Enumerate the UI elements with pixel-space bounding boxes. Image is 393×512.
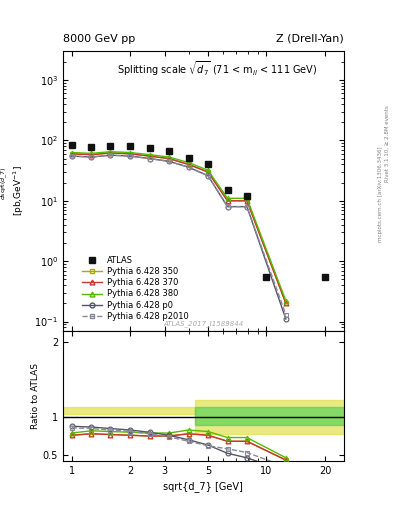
Pythia 6.428 380 bbox=[225, 195, 230, 201]
Pythia 6.428 350 bbox=[128, 151, 133, 157]
Pythia 6.428 p2010 bbox=[147, 156, 152, 162]
ATLAS bbox=[89, 144, 94, 150]
ATLAS bbox=[147, 145, 152, 151]
ATLAS bbox=[322, 274, 327, 280]
Pythia 6.428 p2010 bbox=[128, 153, 133, 159]
Pythia 6.428 380 bbox=[186, 159, 191, 165]
Pythia 6.428 370 bbox=[206, 169, 210, 175]
Y-axis label: Ratio to ATLAS: Ratio to ATLAS bbox=[31, 363, 40, 429]
Pythia 6.428 350 bbox=[89, 152, 94, 158]
Text: ATLAS_2017_I1589844: ATLAS_2017_I1589844 bbox=[163, 320, 244, 327]
Pythia 6.428 370 bbox=[283, 301, 288, 307]
Pythia 6.428 350 bbox=[167, 156, 171, 162]
Bar bbox=[63, 408, 195, 414]
Text: Splitting scale $\sqrt{d_7}$ (71 < m$_{ll}$ < 111 GeV): Splitting scale $\sqrt{d_7}$ (71 < m$_{l… bbox=[117, 59, 318, 78]
ATLAS bbox=[108, 142, 113, 148]
Pythia 6.428 p0 bbox=[128, 153, 133, 159]
Pythia 6.428 380 bbox=[206, 167, 210, 174]
Pythia 6.428 370 bbox=[186, 161, 191, 167]
Pythia 6.428 p0 bbox=[108, 152, 113, 158]
Pythia 6.428 p2010 bbox=[206, 173, 210, 179]
Pythia 6.428 380 bbox=[128, 150, 133, 156]
ATLAS bbox=[225, 187, 230, 193]
Pythia 6.428 p0 bbox=[89, 154, 94, 160]
Pythia 6.428 p2010 bbox=[283, 312, 288, 318]
ATLAS bbox=[206, 161, 210, 167]
Pythia 6.428 380 bbox=[244, 195, 249, 201]
Pythia 6.428 p2010 bbox=[225, 204, 230, 210]
Text: $\frac{d\sigma}{d\mathrm{sqrt}(d\_7)}$
[pb,GeV$^{-1}$]: $\frac{d\sigma}{d\mathrm{sqrt}(d\_7)}$ [… bbox=[0, 166, 26, 217]
Text: Rivet 3.1.10, ≥ 2.8M events: Rivet 3.1.10, ≥ 2.8M events bbox=[385, 105, 389, 182]
Pythia 6.428 p2010 bbox=[167, 158, 171, 164]
ATLAS bbox=[186, 155, 191, 161]
Text: Z (Drell-Yan): Z (Drell-Yan) bbox=[276, 33, 344, 44]
Bar bbox=[195, 400, 344, 434]
Line: Pythia 6.428 p2010: Pythia 6.428 p2010 bbox=[69, 153, 288, 317]
Pythia 6.428 p2010 bbox=[244, 204, 249, 210]
Bar bbox=[195, 408, 344, 425]
Text: mcplots.cern.ch [arXiv:1306.3436]: mcplots.cern.ch [arXiv:1306.3436] bbox=[378, 147, 383, 242]
Pythia 6.428 380 bbox=[167, 154, 171, 160]
Pythia 6.428 370 bbox=[147, 153, 152, 159]
Pythia 6.428 370 bbox=[128, 151, 133, 157]
Pythia 6.428 p0 bbox=[167, 158, 171, 164]
Pythia 6.428 350 bbox=[206, 169, 210, 175]
Pythia 6.428 350 bbox=[70, 151, 74, 157]
Pythia 6.428 p0 bbox=[283, 316, 288, 322]
Pythia 6.428 350 bbox=[186, 161, 191, 167]
Line: Pythia 6.428 380: Pythia 6.428 380 bbox=[69, 150, 288, 303]
Pythia 6.428 370 bbox=[89, 152, 94, 158]
Pythia 6.428 p2010 bbox=[108, 152, 113, 158]
Pythia 6.428 p0 bbox=[225, 204, 230, 210]
Pythia 6.428 p2010 bbox=[186, 164, 191, 170]
Pythia 6.428 350 bbox=[147, 153, 152, 159]
Pythia 6.428 350 bbox=[225, 198, 230, 204]
Pythia 6.428 p2010 bbox=[89, 154, 94, 160]
Pythia 6.428 370 bbox=[108, 150, 113, 156]
Pythia 6.428 350 bbox=[283, 301, 288, 307]
Pythia 6.428 p2010 bbox=[70, 153, 74, 159]
Pythia 6.428 380 bbox=[283, 298, 288, 304]
ATLAS bbox=[264, 274, 269, 280]
Legend: ATLAS, Pythia 6.428 350, Pythia 6.428 370, Pythia 6.428 380, Pythia 6.428 p0, Py: ATLAS, Pythia 6.428 350, Pythia 6.428 37… bbox=[78, 253, 192, 324]
Pythia 6.428 380 bbox=[147, 152, 152, 158]
ATLAS bbox=[70, 142, 74, 148]
ATLAS bbox=[128, 143, 133, 150]
Pythia 6.428 370 bbox=[244, 198, 249, 204]
Pythia 6.428 370 bbox=[167, 156, 171, 162]
Pythia 6.428 p0 bbox=[70, 153, 74, 159]
Text: 8000 GeV pp: 8000 GeV pp bbox=[63, 33, 135, 44]
Pythia 6.428 370 bbox=[70, 151, 74, 157]
Pythia 6.428 p0 bbox=[244, 204, 249, 210]
ATLAS bbox=[167, 147, 171, 154]
Line: Pythia 6.428 p0: Pythia 6.428 p0 bbox=[69, 153, 288, 322]
Pythia 6.428 380 bbox=[89, 151, 94, 157]
Pythia 6.428 370 bbox=[225, 198, 230, 204]
ATLAS bbox=[244, 193, 249, 199]
Line: Pythia 6.428 350: Pythia 6.428 350 bbox=[69, 151, 288, 306]
Pythia 6.428 380 bbox=[70, 150, 74, 156]
Pythia 6.428 350 bbox=[108, 150, 113, 156]
Pythia 6.428 p0 bbox=[206, 173, 210, 179]
Pythia 6.428 380 bbox=[108, 148, 113, 155]
Pythia 6.428 p0 bbox=[186, 164, 191, 170]
Pythia 6.428 350 bbox=[244, 198, 249, 204]
Line: ATLAS: ATLAS bbox=[69, 141, 328, 280]
Line: Pythia 6.428 370: Pythia 6.428 370 bbox=[69, 151, 288, 306]
X-axis label: sqrt{d_7} [GeV]: sqrt{d_7} [GeV] bbox=[163, 481, 243, 492]
Pythia 6.428 p0 bbox=[147, 156, 152, 162]
